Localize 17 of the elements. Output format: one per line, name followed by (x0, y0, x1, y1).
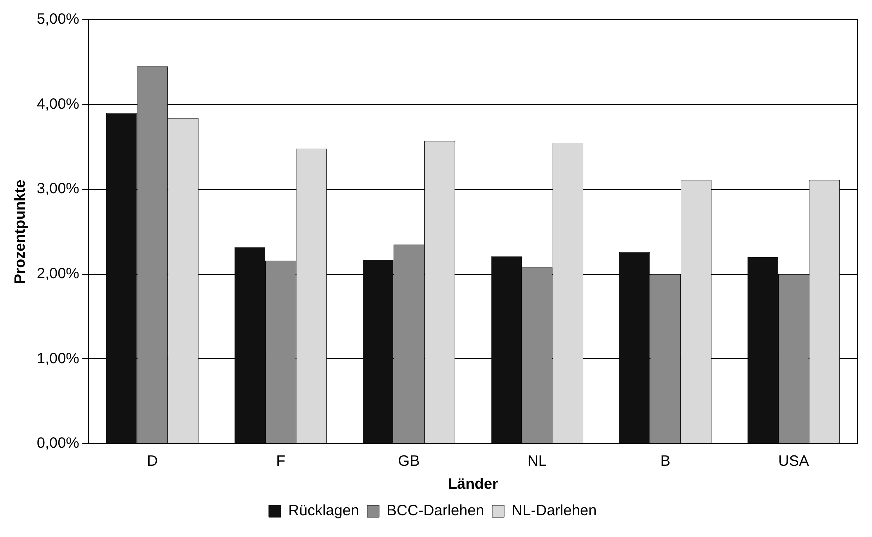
legend-label: NL-Darlehen (512, 502, 597, 520)
y-tick-label: 2,00% (36, 266, 80, 283)
y-axis-title: Prozentpunkte (12, 180, 30, 284)
y-tick-label: 3,00% (36, 180, 80, 198)
x-tick-label: D (147, 453, 158, 470)
x-tick-label: F (276, 453, 286, 470)
x-tick-label: NL (528, 453, 547, 470)
y-tick-label: 0,00% (36, 435, 80, 452)
x-axis-title: Länder (448, 476, 498, 494)
legend-label: BCC-Darlehen (386, 502, 484, 520)
x-tick-label: B (660, 453, 671, 470)
x-tick-label: USA (778, 453, 810, 470)
y-tick-label: 1,00% (36, 350, 80, 368)
y-tick-label: 4,00% (36, 96, 80, 113)
y-tick-label: 5,00% (36, 11, 80, 28)
legend-label: Rücklagen (288, 502, 360, 520)
x-tick-label: GB (398, 453, 420, 470)
